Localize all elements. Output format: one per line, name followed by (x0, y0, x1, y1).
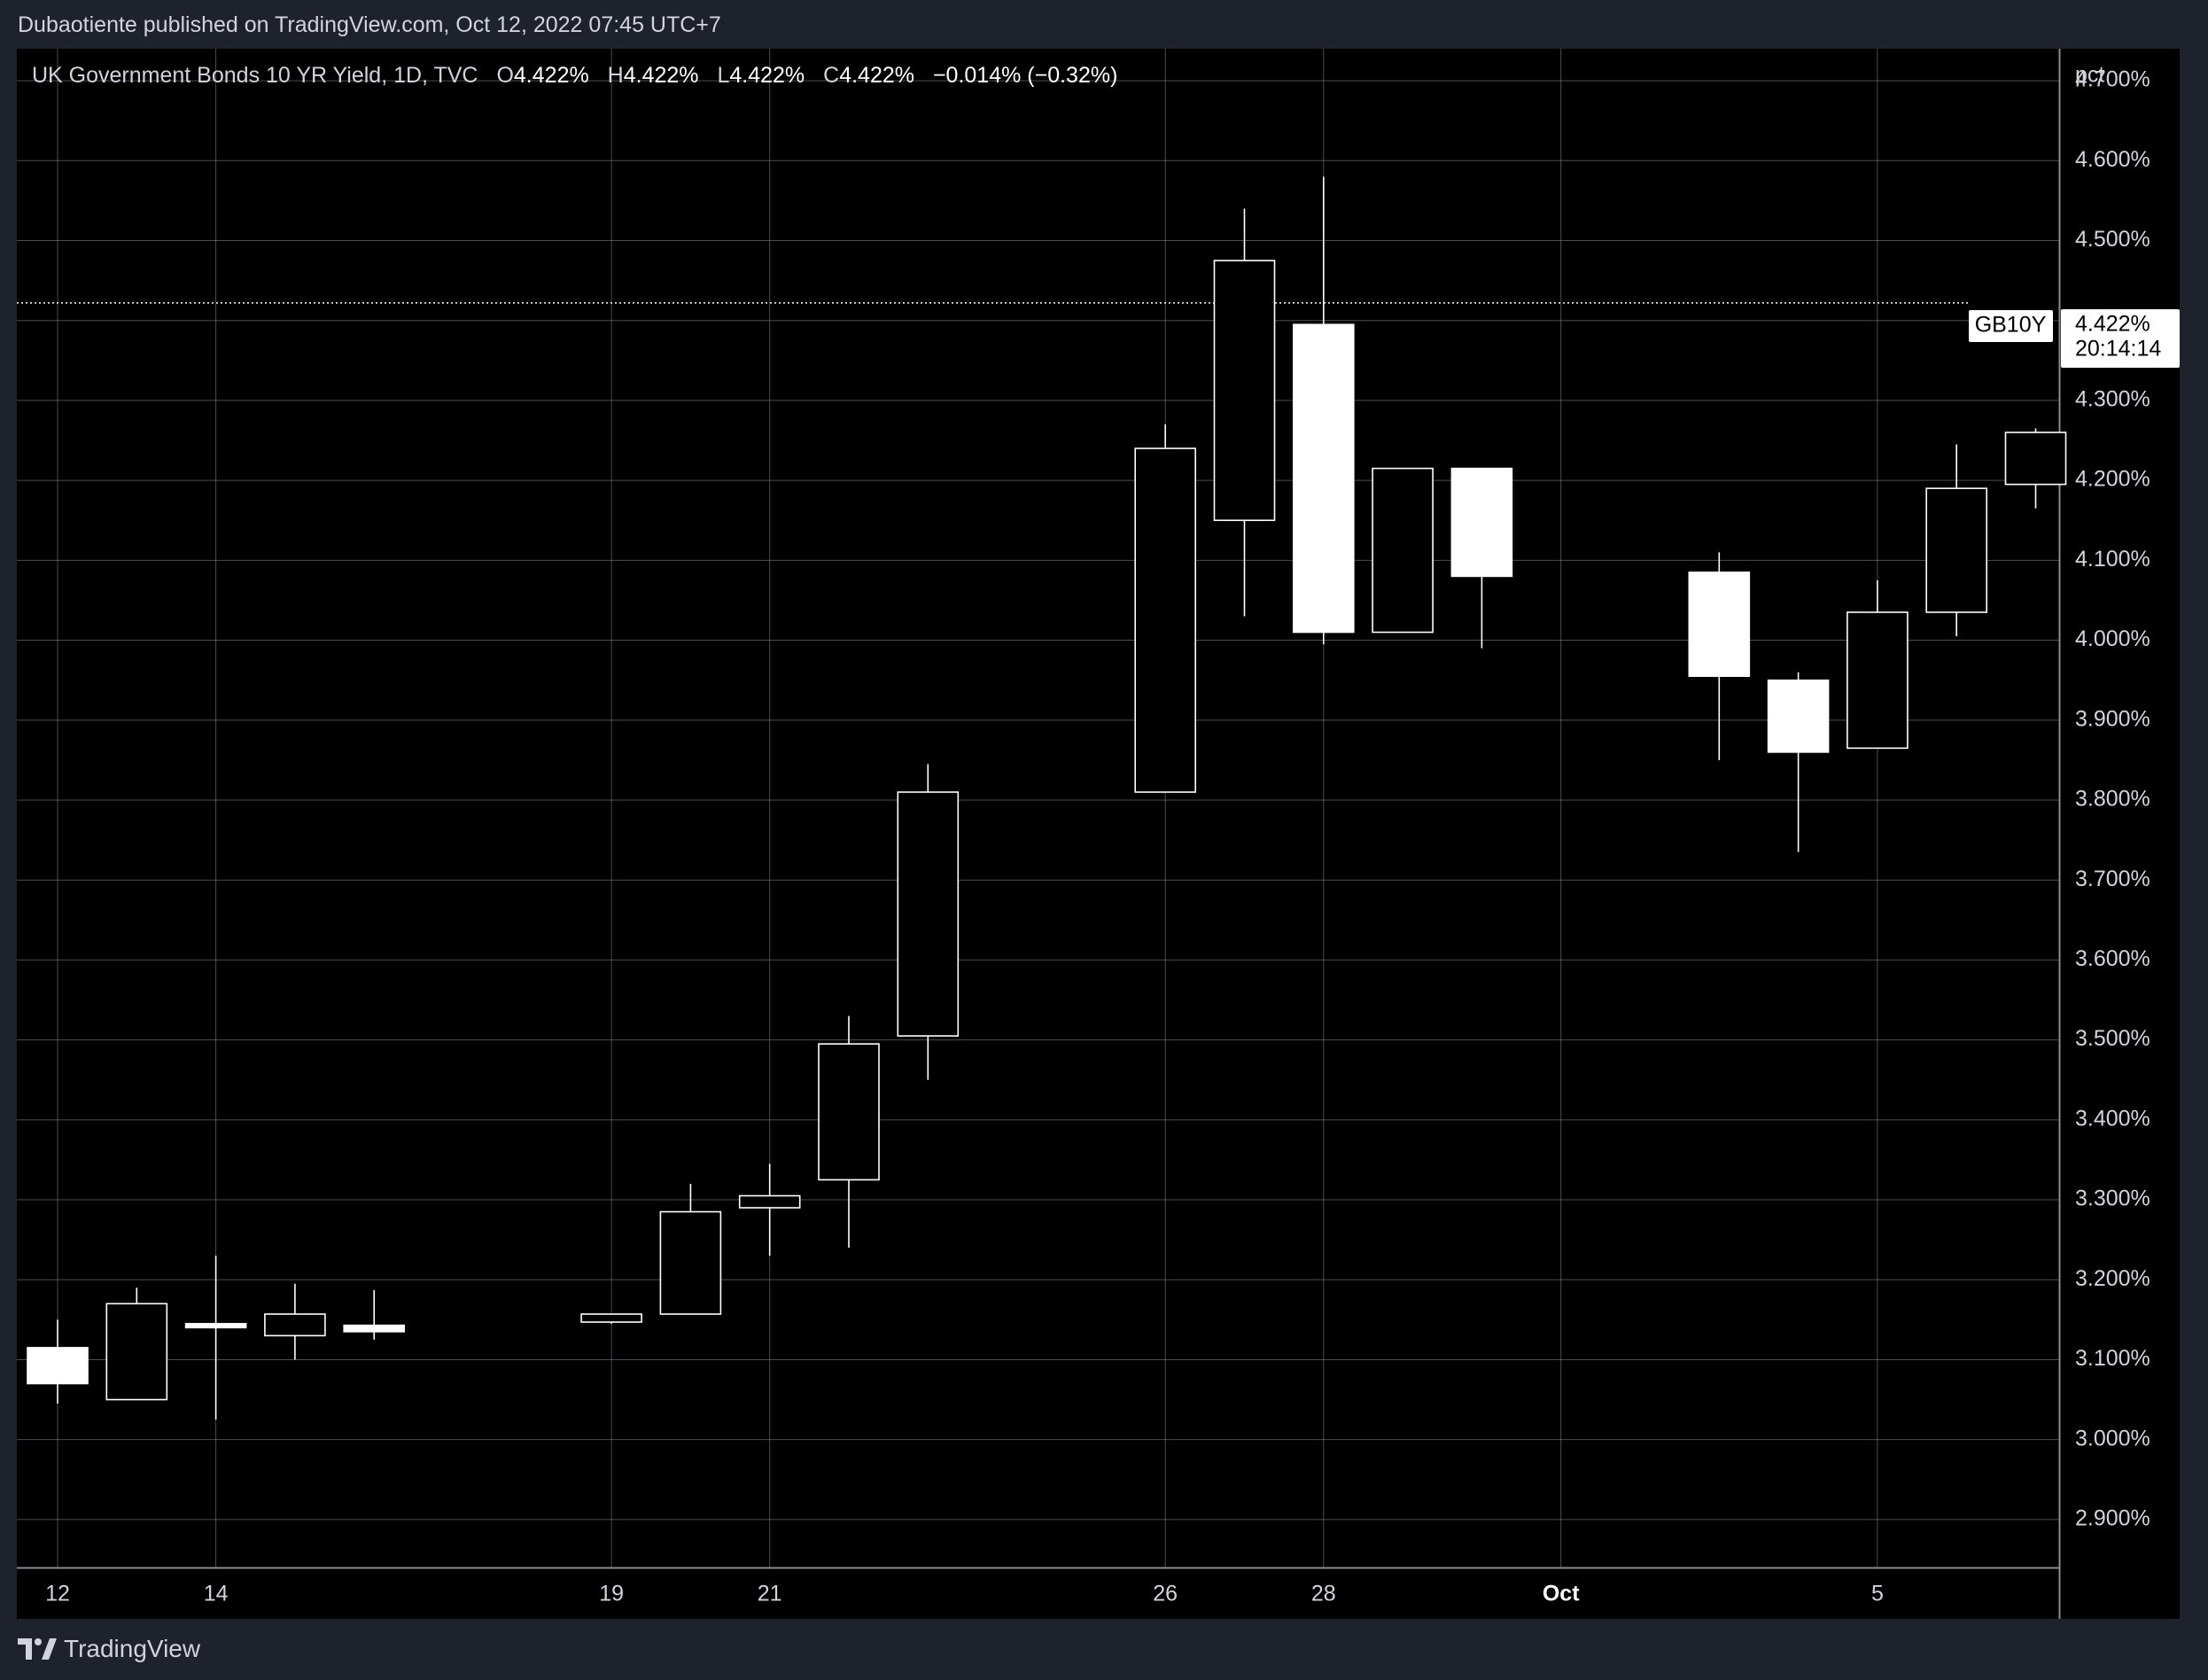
time-tick-label: 19 (599, 1582, 624, 1606)
time-tick-label: 28 (1311, 1582, 1336, 1606)
candle[interactable] (343, 1289, 406, 1340)
candle[interactable] (105, 1287, 168, 1401)
candle-body (1688, 572, 1751, 677)
symbol-tag: GB10Y (1975, 313, 2047, 338)
price-tick-label: 3.800% (2075, 787, 2150, 812)
grid-lines (17, 49, 2059, 1567)
candle-body (818, 1043, 880, 1181)
price-tick-label: 4.700% (2075, 67, 2150, 92)
price-tick-label: 4.500% (2075, 227, 2150, 252)
candle-body (580, 1313, 642, 1323)
candle[interactable] (659, 1183, 722, 1315)
candle-body (264, 1313, 326, 1337)
candle[interactable] (2004, 428, 2067, 509)
price-axis[interactable]: pct 4.700%4.600%4.500%4.400%4.300%4.200%… (2075, 63, 2150, 1531)
footer-brand-name: TradingView (64, 1635, 201, 1662)
symbol-tag-box (1969, 310, 2053, 342)
candle[interactable] (1767, 672, 1830, 852)
last-price-markers: GB10Y 4.422% 20:14:14 (1969, 309, 2180, 368)
legend-open-value: 4.422% (513, 63, 589, 88)
candle-body (1450, 467, 1513, 578)
legend-low-value: 4.422% (729, 63, 805, 88)
candle-body (1925, 487, 1987, 613)
time-tick-label: 26 (1153, 1582, 1178, 1606)
candle-body (1293, 323, 1355, 634)
price-tick-label: 4.200% (2075, 467, 2150, 492)
price-tick-label: 4.100% (2075, 547, 2150, 572)
candle-body (1846, 611, 1909, 750)
time-tick-label: 14 (204, 1582, 229, 1606)
price-tick-label: 3.000% (2075, 1426, 2150, 1451)
legend-low-label: L (717, 63, 730, 88)
chart-legend: UK Government Bonds 10 YR Yield, 1D, TVC… (32, 63, 1117, 89)
candlestick-chart[interactable]: pct 4.700%4.600%4.500%4.400%4.300%4.200%… (17, 49, 2180, 1619)
candle-body (1134, 447, 1196, 793)
candle[interactable] (738, 1163, 801, 1256)
price-label-box (2061, 309, 2180, 368)
legend-close-label: C (823, 63, 840, 88)
time-tick-label: 5 (1871, 1582, 1884, 1606)
candle[interactable] (1688, 552, 1751, 760)
candle[interactable] (1846, 579, 1909, 750)
candle[interactable] (580, 1313, 642, 1324)
time-tick-label: 12 (45, 1582, 70, 1606)
candle-body (343, 1324, 406, 1333)
legend-change: −0.014% (−0.32%) (932, 63, 1118, 88)
legend-high-label: H (607, 63, 624, 88)
published-by-text: Dubaotiente published on TradingView.com… (18, 12, 721, 37)
legend-high-value: 4.422% (623, 63, 699, 88)
candle[interactable] (1134, 424, 1196, 793)
candle[interactable] (1293, 176, 1355, 645)
candle-body (27, 1347, 89, 1385)
candle-body (184, 1323, 247, 1329)
bar-countdown: 20:14:14 (2075, 337, 2161, 362)
candle[interactable] (1213, 208, 1276, 617)
price-tick-label: 3.900% (2075, 706, 2150, 731)
price-tick-label: 3.100% (2075, 1346, 2150, 1371)
time-tick-label: Oct (1543, 1582, 1580, 1606)
price-tick-label: 4.300% (2075, 387, 2150, 412)
footer-brand[interactable]: TradingView (18, 1635, 200, 1663)
candle[interactable] (184, 1256, 247, 1420)
candle-body (1767, 679, 1830, 753)
candle[interactable] (897, 764, 960, 1080)
price-tick-label: 4.000% (2075, 626, 2150, 651)
candle[interactable] (264, 1283, 326, 1360)
candle[interactable] (1450, 467, 1513, 649)
candle-body (2004, 432, 2067, 486)
legend-close-value: 4.422% (839, 63, 914, 88)
tradingview-logo-icon (18, 1638, 57, 1660)
time-axis[interactable]: 121419212628Oct5101217 (45, 1582, 2180, 1606)
candle-body (105, 1303, 168, 1401)
chart-frame[interactable]: pct 4.700%4.600%4.500%4.400%4.300%4.200%… (17, 49, 2180, 1619)
price-tick-label: 2.900% (2075, 1505, 2150, 1530)
price-tick-label: 3.200% (2075, 1266, 2150, 1291)
price-tick-label: 3.500% (2075, 1026, 2150, 1051)
time-tick-label: 21 (758, 1582, 782, 1606)
candle[interactable] (27, 1319, 89, 1404)
price-axis-unit: pct (2075, 63, 2104, 88)
candle-body (897, 791, 960, 1037)
candle[interactable] (818, 1015, 880, 1248)
candle[interactable] (1925, 444, 1987, 637)
price-tick-label: 3.400% (2075, 1106, 2150, 1131)
last-price-label: 4.422% (2075, 312, 2150, 337)
legend-open-label: O (496, 63, 514, 88)
candle-body (738, 1194, 801, 1209)
candles[interactable] (27, 176, 2180, 1420)
candle[interactable] (1372, 467, 1434, 634)
price-tick-label: 3.600% (2075, 946, 2150, 971)
price-tick-label: 3.700% (2075, 867, 2150, 891)
price-tick-label: 3.300% (2075, 1186, 2150, 1211)
candle-body (1372, 467, 1434, 634)
candle-body (1213, 260, 1276, 522)
price-tick-label: 4.600% (2075, 147, 2150, 172)
candle-body (659, 1210, 722, 1315)
legend-symbol: UK Government Bonds 10 YR Yield, 1D, TVC (32, 63, 478, 88)
